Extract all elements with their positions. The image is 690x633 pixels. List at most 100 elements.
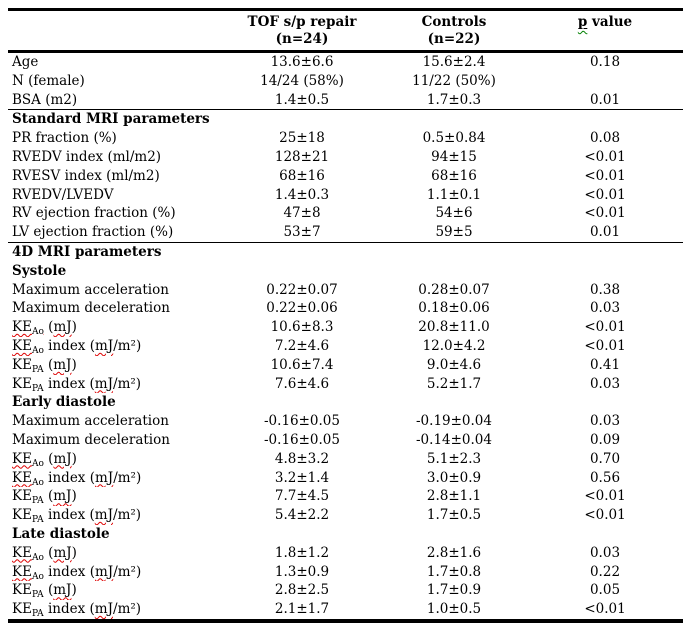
- tof-value-cell: 14/24 (58%): [260, 72, 344, 89]
- label-segment: ): [71, 582, 77, 599]
- label-segment: KE: [12, 601, 32, 618]
- label-segment: p: [578, 14, 587, 30]
- tof-value-cell: 3.2±1.4: [274, 469, 330, 486]
- label-segment: (: [43, 319, 54, 336]
- header-p-value: p value: [527, 10, 683, 52]
- p-value-cell: <0.01: [584, 337, 626, 354]
- controls-value-cell: 5.2±1.7: [426, 375, 482, 392]
- controls-value-cell: 9.0±4.6: [426, 356, 482, 373]
- label-subscript: Ao: [31, 458, 44, 469]
- p-value-cell: <0.01: [584, 319, 626, 336]
- label-segment: /m²): [113, 563, 142, 580]
- p-value-cell: 0.41: [589, 356, 621, 373]
- controls-value-cell: -0.14±0.04: [416, 431, 492, 448]
- label-segment: mJ: [94, 507, 114, 524]
- p-value-cell: [527, 72, 683, 91]
- table-row: Maximum deceleration -0.16±0.05 -0.14±0.04…: [8, 431, 683, 450]
- label-segment: (: [43, 488, 54, 505]
- header-controls-line1: Controls: [421, 14, 487, 30]
- controls-value-cell: 3.0±0.9: [426, 469, 482, 486]
- row-label: KEAo (mJ): [8, 318, 223, 337]
- row-label: KEPA index (mJ/m²): [8, 600, 223, 621]
- row-label: Maximum deceleration: [12, 431, 170, 448]
- p-value-cell: 0.22: [589, 563, 621, 580]
- label-subscript: Ao: [31, 571, 44, 582]
- table-body: Age 13.6±6.6 15.6±2.4 0.18 N (female) 14/24 (…: [8, 52, 683, 621]
- section-row: Standard MRI parameters: [8, 109, 683, 129]
- p-value-cell: 0.05: [589, 582, 621, 599]
- controls-value-cell: 20.8±11.0: [418, 319, 490, 336]
- p-value-cell: <0.01: [584, 507, 626, 524]
- p-value-cell: 0.38: [589, 281, 621, 298]
- row-label: KEAo index (mJ/m²): [8, 469, 223, 488]
- label-segment: ): [71, 450, 77, 467]
- label-segment: KE: [12, 582, 32, 599]
- label-segment: value: [587, 14, 633, 30]
- label-segment: index (: [43, 337, 95, 354]
- label-subscript: PA: [31, 496, 44, 507]
- label-segment: (: [43, 582, 54, 599]
- table-row: Maximum acceleration -0.16±0.05 -0.19±0.04…: [8, 412, 683, 431]
- controls-value-cell: 68±16: [431, 167, 477, 184]
- table-row: KEAo (mJ) 1.8±1.2 2.8±1.6 0.03: [8, 544, 683, 563]
- label-segment: mJ: [53, 544, 72, 561]
- p-value-cell: <0.01: [584, 148, 626, 165]
- row-label: KEPA index (mJ/m²): [8, 375, 223, 394]
- label-subscript: Ao: [31, 345, 44, 356]
- tof-value-cell: 68±16: [279, 167, 325, 184]
- table-row: KEAo index (mJ/m²) 3.2±1.4 3.0±0.9 0.56: [8, 469, 683, 488]
- label-segment: ): [71, 544, 77, 561]
- p-value-cell: 0.01: [589, 224, 621, 241]
- header-tof-line2: (n=24): [275, 31, 329, 47]
- p-value-cell: <0.01: [584, 186, 626, 203]
- header-controls: Controls (n=22): [381, 10, 527, 52]
- label-segment: (: [43, 356, 54, 373]
- tof-value-cell: 13.6±6.6: [270, 54, 334, 70]
- label-subscript: Ao: [31, 552, 44, 563]
- row-label: KEPA index (mJ/m²): [8, 506, 223, 525]
- row-label: Age: [12, 54, 39, 70]
- table-row: RVEDV/LVEDV 1.4±0.3 1.1±0.1 <0.01: [8, 186, 683, 205]
- p-value-cell: 0.18: [589, 54, 621, 70]
- table-row: KEAo (mJ) 10.6±8.3 20.8±11.0 <0.01: [8, 318, 683, 337]
- label-segment: index (: [43, 469, 95, 486]
- label-segment: mJ: [94, 469, 114, 486]
- row-label: KEPA (mJ): [8, 487, 223, 506]
- tof-value-cell: 4.8±3.2: [274, 450, 330, 467]
- p-value-cell: 0.01: [589, 91, 621, 108]
- label-segment: mJ: [53, 488, 72, 505]
- section-row: 4D MRI parameters: [8, 242, 683, 261]
- controls-value-cell: -0.19±0.04: [416, 413, 492, 430]
- controls-value-cell: 0.5±0.84: [422, 130, 486, 147]
- label-segment: KEAo: [12, 544, 44, 563]
- p-value-cell: 0.03: [589, 544, 621, 561]
- table-row: KEAo (mJ) 4.8±3.2 5.1±2.3 0.70: [8, 450, 683, 469]
- label-segment: (: [43, 544, 54, 561]
- table-row: N (female) 14/24 (58%) 11/22 (50%): [8, 72, 683, 91]
- controls-value-cell: 2.8±1.1: [426, 488, 482, 505]
- p-value-label: p value: [578, 14, 632, 30]
- tof-value-cell: 10.6±8.3: [270, 319, 334, 336]
- row-label: Maximum acceleration: [12, 413, 169, 430]
- controls-value-cell: 59±5: [435, 224, 473, 241]
- row-label: PR fraction (%): [12, 130, 117, 147]
- document-page: TOF s/p repair (n=24) Controls (n=22) p …: [0, 8, 690, 633]
- row-label: KEAo index (mJ/m²): [8, 563, 223, 582]
- header-row: TOF s/p repair (n=24) Controls (n=22) p …: [8, 10, 683, 52]
- label-segment: KE: [12, 563, 32, 580]
- controls-value-cell: 1.7±0.8: [426, 563, 482, 580]
- table-row: Maximum deceleration 0.22±0.06 0.18±0.06 0.…: [8, 299, 683, 318]
- p-value-cell: 0.03: [589, 413, 621, 430]
- tof-value-cell: 1.8±1.2: [274, 544, 330, 561]
- label-segment: KEAo: [12, 563, 44, 582]
- p-value-cell: 0.03: [589, 375, 621, 392]
- label-segment: KEAo: [12, 319, 44, 337]
- row-label: LV ejection fraction (%): [12, 224, 174, 241]
- label-segment: mJ: [53, 450, 72, 467]
- label-segment: mJ: [53, 319, 72, 336]
- table-row: KEAo index (mJ/m²) 1.3±0.9 1.7±0.8 0.22: [8, 563, 683, 582]
- label-segment: KEAo: [12, 451, 44, 469]
- label-segment: KE: [12, 319, 32, 336]
- label-segment: /m²): [113, 337, 142, 354]
- label-segment: KE: [12, 544, 32, 561]
